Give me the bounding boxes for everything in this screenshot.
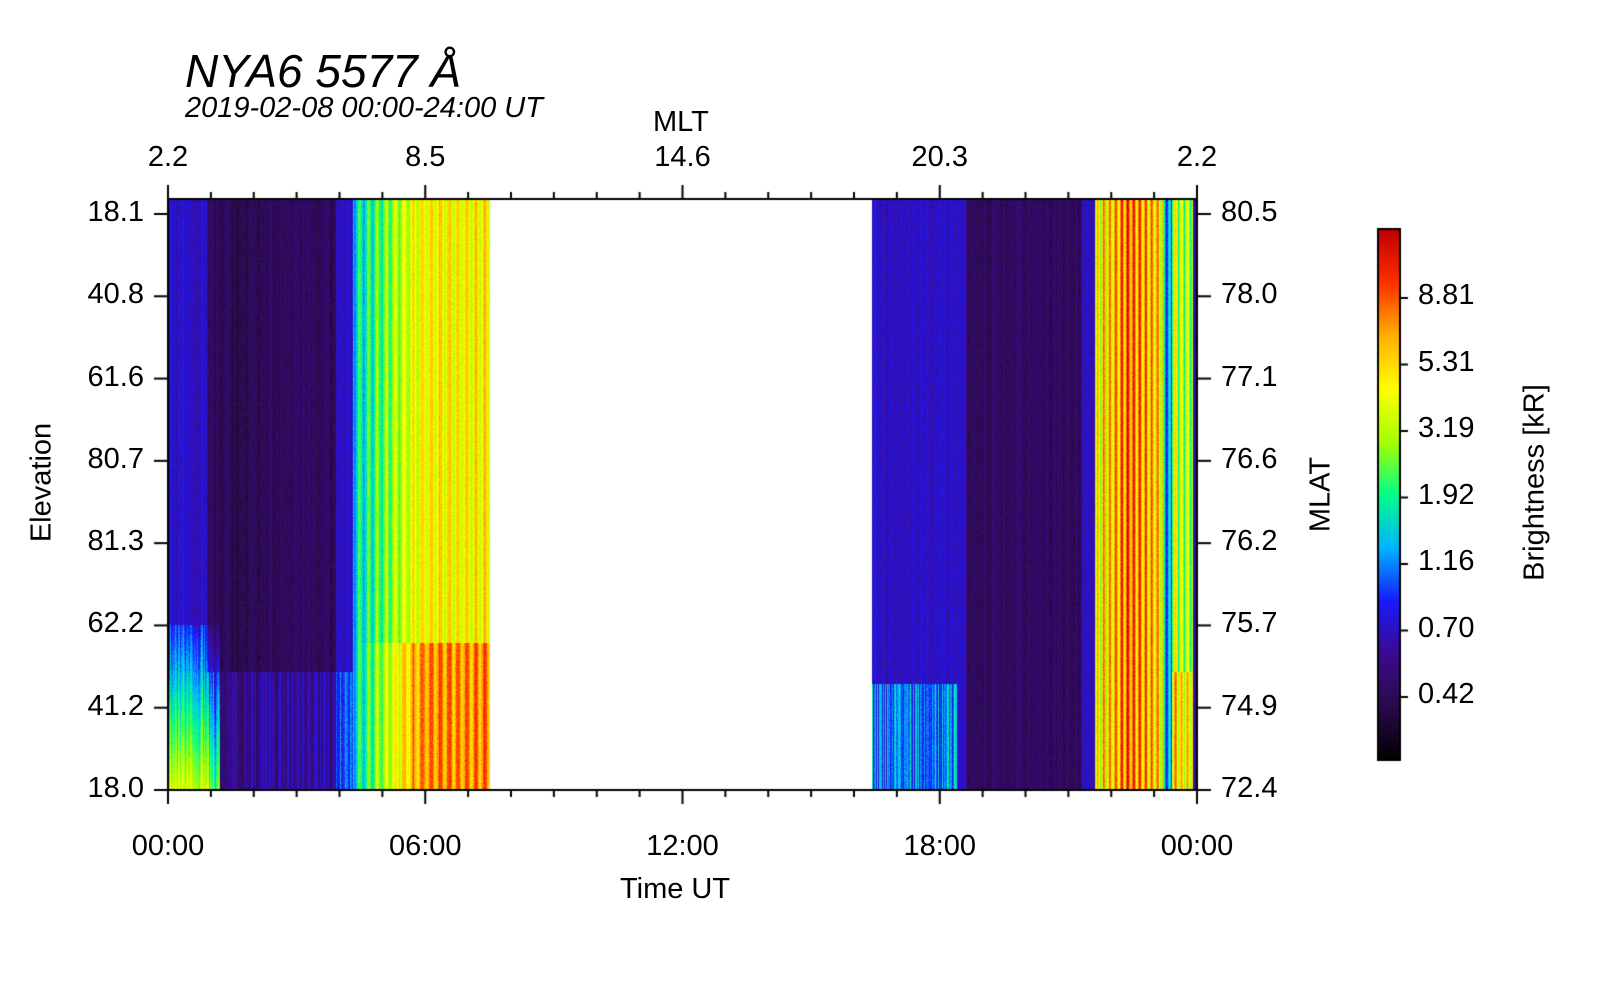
colorbar-tick-label: 1.16 [1418, 545, 1475, 577]
colorbar-tick-label: 1.92 [1418, 478, 1475, 511]
x-tick-label: 00:00 [131, 830, 205, 862]
right-tick-label: 76.2 [1221, 525, 1278, 558]
left-tick-label: 18.0 [87, 772, 144, 804]
right-tick-label: 75.7 [1221, 607, 1278, 640]
chart-subtitle: 2019-02-08 00:00-24:00 UT [185, 92, 543, 124]
chart-title: NYA6 5577 Å [185, 45, 462, 97]
left-tick-label: 80.7 [87, 442, 144, 475]
top-tick-label: 14.6 [654, 141, 711, 173]
x-tick-label: 06:00 [388, 830, 462, 862]
top-tick-label: 2.2 [1176, 141, 1218, 173]
colorbar-tick-label: 0.42 [1418, 678, 1475, 710]
left-tick-label: 61.6 [87, 360, 144, 393]
colorbar-tick-label: 3.19 [1418, 412, 1475, 444]
top-tick-label: 8.5 [405, 141, 446, 173]
x-axis-label: Time UT [620, 873, 731, 905]
x-tick-label: 18:00 [903, 830, 977, 862]
colorbar-tick-label: 0.70 [1418, 611, 1475, 644]
colorbar-tick-label: 5.31 [1418, 345, 1475, 378]
x-tick-label: 00:00 [1160, 830, 1234, 862]
top-tick-label: 2.2 [147, 141, 189, 173]
right-tick-label: 74.9 [1221, 689, 1278, 722]
left-tick-label: 81.3 [87, 525, 144, 558]
top-tick-label: 20.3 [911, 141, 968, 173]
top-axis-label: MLT [653, 106, 709, 138]
right-tick-label: 78.0 [1221, 278, 1278, 311]
left-tick-label: 40.8 [87, 278, 144, 311]
right-tick-label: 77.1 [1221, 360, 1278, 393]
left-tick-label: 41.2 [87, 689, 144, 722]
left-tick-label: 62.2 [87, 607, 144, 640]
left-tick-label: 18.1 [87, 196, 144, 228]
right-tick-label: 76.6 [1221, 442, 1278, 475]
right-tick-label: 80.5 [1221, 196, 1278, 228]
right-tick-label: 72.4 [1221, 772, 1278, 804]
colorbar-tick-label: 8.81 [1418, 279, 1475, 311]
colorbar-label: Brightness [kR] [1518, 384, 1551, 581]
x-tick-label: 12:00 [646, 830, 719, 862]
right-axis-label: MLAT [1304, 456, 1337, 533]
